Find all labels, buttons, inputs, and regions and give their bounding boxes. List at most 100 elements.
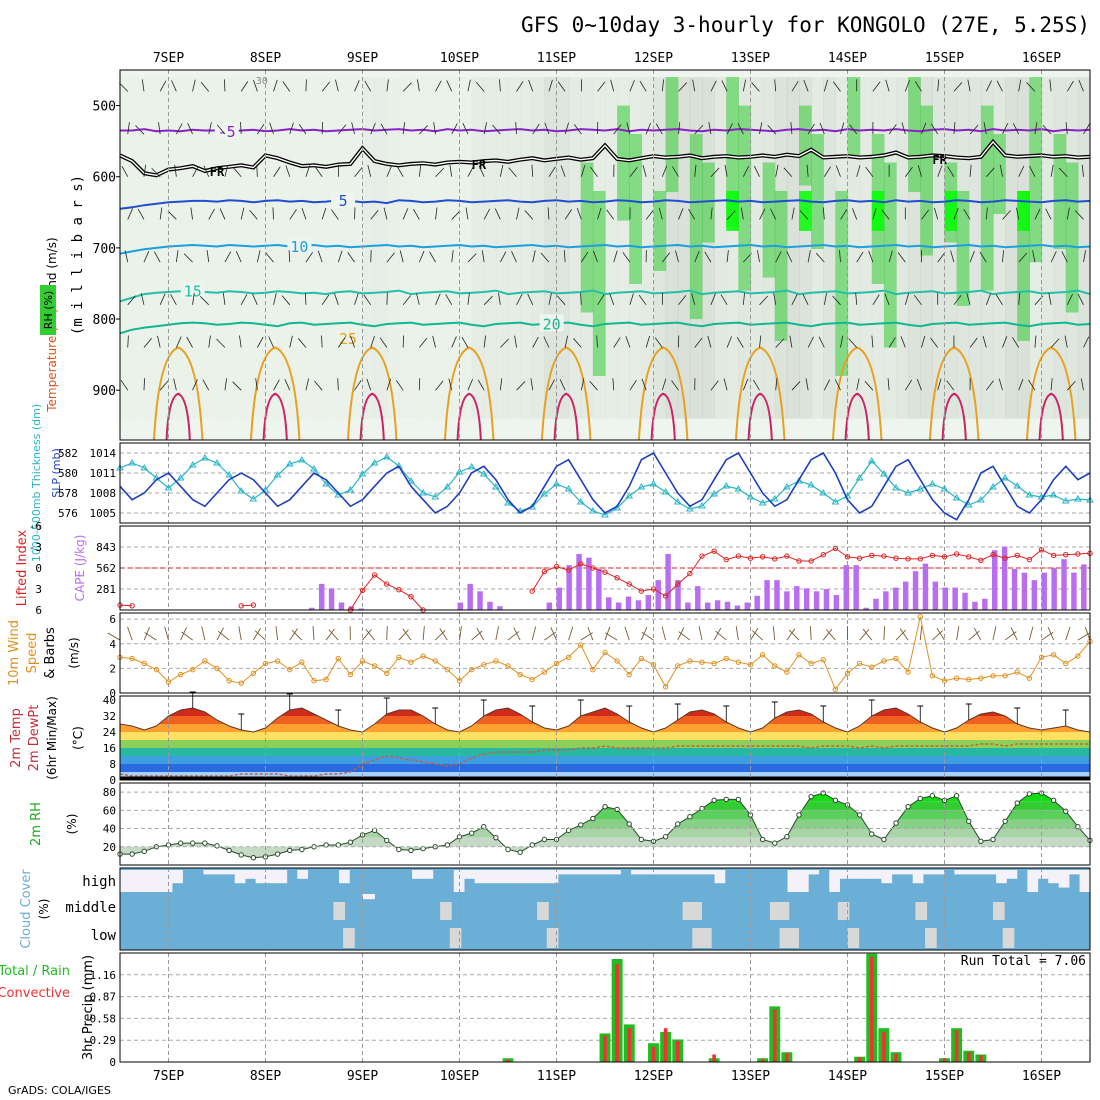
wind-speed-point: [565, 654, 572, 661]
wind-barb: [775, 378, 778, 391]
wind-barb: [688, 208, 696, 220]
wind-speed-point: [153, 666, 160, 673]
wind-speed-point: [941, 677, 948, 684]
wind-barb: [934, 207, 939, 220]
rh-shade-green: [1029, 77, 1043, 263]
cape-bar: [942, 587, 948, 610]
cloud-gap: [923, 870, 934, 875]
temp-tick: 8: [109, 758, 116, 771]
thickness-point: [807, 481, 816, 488]
wind-barb: [969, 250, 975, 263]
wind-barb: [175, 336, 182, 348]
wind-barb: [564, 209, 573, 220]
rh-point: [214, 843, 220, 849]
rh-shade-green: [689, 134, 703, 320]
cape-tick: 843: [96, 541, 116, 554]
cloud-gap: [850, 870, 861, 879]
wind-barb: [1018, 292, 1021, 305]
li-point: [759, 554, 766, 560]
wind-barb: [710, 80, 717, 92]
rh-shade-column: [859, 77, 873, 419]
warm-contour-lobe: [346, 346, 398, 441]
wind-barb: [1066, 293, 1073, 305]
wind-barb: [996, 80, 1003, 92]
temp-contour-label-bg: [214, 122, 239, 140]
time-label-top: 7SEP: [153, 51, 184, 66]
temp-band: [120, 740, 1090, 748]
cloud-gap: [933, 870, 945, 875]
thickness-point: [310, 465, 318, 472]
wind-barb: [560, 165, 566, 177]
cloud-gap: [860, 870, 872, 879]
cloud-gap: [787, 870, 799, 892]
wind-barb: [141, 79, 145, 92]
wind-barb: [366, 378, 372, 391]
cloud-low-patch: [925, 928, 937, 948]
cloud-gap: [902, 870, 913, 875]
wind-barb: [419, 125, 428, 135]
precip-conv-bar: [663, 1028, 668, 1062]
wind-barb-10m: [750, 627, 759, 641]
wind-barb: [597, 81, 606, 92]
profile-y-tick: 500: [93, 100, 116, 115]
profile-y-tick: 600: [93, 171, 116, 186]
wind-barb: [331, 209, 339, 220]
cape-bar: [487, 601, 493, 610]
wind-barb: [953, 122, 956, 135]
wind-barb: [639, 80, 647, 92]
wind-barb: [461, 336, 469, 348]
cloud-gap: [714, 870, 726, 884]
wind-barb: [462, 122, 469, 135]
time-label-bottom: 13SEP: [731, 1069, 770, 1084]
rh-point: [905, 803, 911, 810]
wind-barb: [367, 164, 372, 177]
time-label-top: 15SEP: [925, 51, 964, 66]
dewpoint-line: [119, 743, 1090, 777]
wind-barb: [752, 379, 760, 391]
cloud-mid-patch: [915, 902, 928, 920]
wind-barb: [240, 122, 242, 135]
rh-point: [687, 814, 693, 820]
thickness-point: [225, 471, 234, 478]
wind-barb: [622, 252, 631, 263]
rh-point: [711, 797, 717, 804]
wind-speed-point: [711, 660, 717, 667]
wind-barb: [127, 208, 134, 220]
wind-barb: [239, 335, 242, 348]
wind-barb: [904, 79, 910, 92]
rh-shade-green: [835, 190, 849, 376]
wind-barb: [284, 379, 291, 391]
wind-barb-10m: [715, 630, 727, 641]
wind-barb-10m: [1065, 626, 1071, 641]
cape-bar: [665, 553, 671, 610]
wind-barb: [121, 166, 129, 177]
thickness-point: [649, 480, 658, 487]
rh-point: [190, 840, 196, 846]
wind-barb: [726, 210, 736, 220]
wind-barb: [723, 378, 728, 391]
cloud-gap: [1079, 870, 1091, 892]
li-ylabel-text: Lifted Index: [15, 529, 30, 606]
cloud-gap: [120, 870, 131, 892]
rh-shade-column: [786, 77, 800, 419]
cape-bar: [794, 586, 800, 610]
wind-barb: [818, 336, 825, 348]
li-point: [541, 568, 548, 575]
cape-bar: [338, 602, 345, 610]
wind-speed-point: [177, 671, 184, 678]
wind-barb: [819, 122, 825, 135]
wind-barb: [448, 378, 453, 391]
cloud-gap: [422, 870, 434, 879]
wind-barb: [445, 294, 453, 306]
wind-barb: [985, 80, 992, 92]
cloud-low-patch: [449, 928, 462, 948]
wind-barb: [467, 253, 477, 263]
cloud-gap: [568, 870, 580, 875]
wind-barb: [953, 208, 959, 220]
cape-bar: [318, 583, 325, 610]
cloud-gap: [829, 870, 840, 892]
hot-contour-lobe: [553, 392, 579, 441]
wind-speed-point: [396, 654, 402, 661]
wind-barb: [947, 166, 955, 177]
cape-bar: [309, 607, 315, 610]
